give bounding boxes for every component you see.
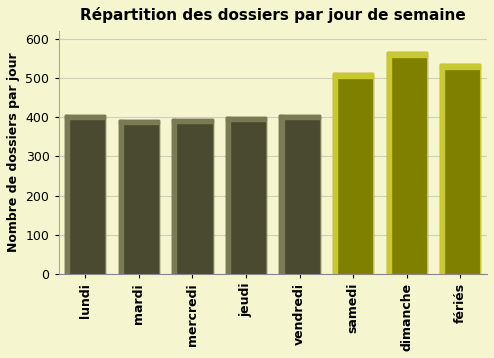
Bar [387,52,391,274]
Bar [226,117,230,274]
Bar [65,115,105,274]
Bar [65,115,105,274]
Bar [226,117,266,121]
Bar [119,120,159,274]
Y-axis label: Nombre de dossiers par jour: Nombre de dossiers par jour [7,53,20,252]
Bar [387,52,427,274]
Bar [280,115,284,274]
Bar [119,120,123,274]
Bar [440,64,480,69]
Bar [119,120,159,124]
Bar [226,117,266,274]
Bar [440,64,480,274]
Bar [226,117,266,274]
Bar [333,73,373,78]
Bar [65,115,69,274]
Bar [119,120,159,274]
Bar [280,115,320,119]
Bar [333,73,373,274]
Bar [172,119,212,274]
Bar [387,52,427,57]
Bar [172,119,212,274]
Bar [65,115,105,119]
Title: Répartition des dossiers par jour de semaine: Répartition des dossiers par jour de sem… [80,7,466,23]
Bar [440,64,480,274]
Bar [172,119,212,123]
Bar [280,115,320,274]
Bar [333,73,337,274]
Bar [333,73,373,274]
Bar [172,119,176,274]
Bar [280,115,320,274]
Bar [387,52,427,274]
Bar [440,64,444,274]
